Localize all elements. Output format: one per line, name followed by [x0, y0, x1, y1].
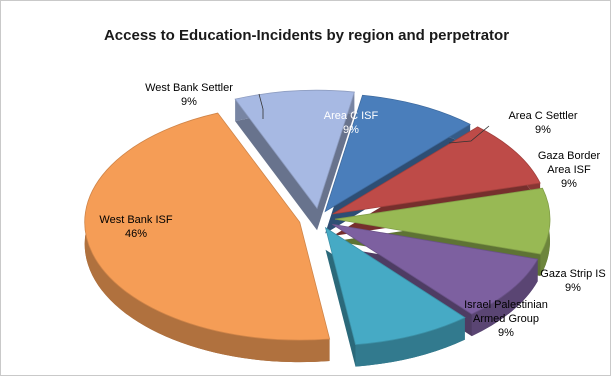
data-label-gaza-strip-is: 9%: [565, 282, 581, 294]
data-label-area-c-settler: 9%: [535, 124, 551, 136]
data-label-area-c-isf: 9%: [343, 124, 359, 136]
slice-label-israel-palestinian-armed-group: Israel Palestinian: [464, 299, 548, 311]
slice-label-west-bank-isf: West Bank ISF: [99, 214, 172, 226]
leader-line-west-bank-settler: [258, 93, 264, 119]
slice-gaza-strip-is: [332, 223, 539, 315]
chart-title: Access to Education-Incidents by region …: [103, 27, 510, 44]
slice-label-gaza-border-area-isf: Area ISF: [547, 164, 591, 176]
leader-lines: [258, 93, 490, 144]
data-label-israel-palestinian-armed-group: 9%: [498, 327, 514, 339]
slice-label-area-c-isf: Area C ISF: [324, 110, 379, 122]
slice-side-israel-palestinian-armed-group: [355, 317, 465, 367]
slice-west-bank-settler: [234, 89, 355, 210]
leader-line-area-c-settler: [448, 125, 490, 144]
slice-label-area-c-settler: Area C Settler: [508, 110, 577, 122]
slice-label-israel-palestinian-armed-group: Armed Group: [473, 313, 539, 325]
slice-side-gaza-strip-is: [471, 259, 538, 337]
data-label-west-bank-settler: 9%: [181, 96, 197, 108]
data-label-gaza-border-area-isf: 9%: [561, 178, 577, 190]
slice-label-west-bank-settler: West Bank Settler: [145, 82, 233, 94]
slice-label-gaza-strip-is: Gaza Strip IS: [540, 268, 605, 280]
slice-west-bank-isf: [84, 112, 331, 341]
slice-gaza-border-area-isf: [334, 187, 551, 255]
slice-labels: Area C ISF 9% Area C Settler 9% Gaza Border A…: [99, 82, 605, 339]
slice-area-c-isf: [324, 94, 471, 213]
pie-top-layer: [84, 89, 551, 346]
slice-area-c-settler: [332, 126, 541, 215]
data-label-west-bank-isf: 46%: [125, 228, 147, 240]
slice-israel-palestinian-armed-group: [324, 226, 466, 346]
slice-label-gaza-border-area-isf: Gaza Border: [538, 150, 601, 162]
